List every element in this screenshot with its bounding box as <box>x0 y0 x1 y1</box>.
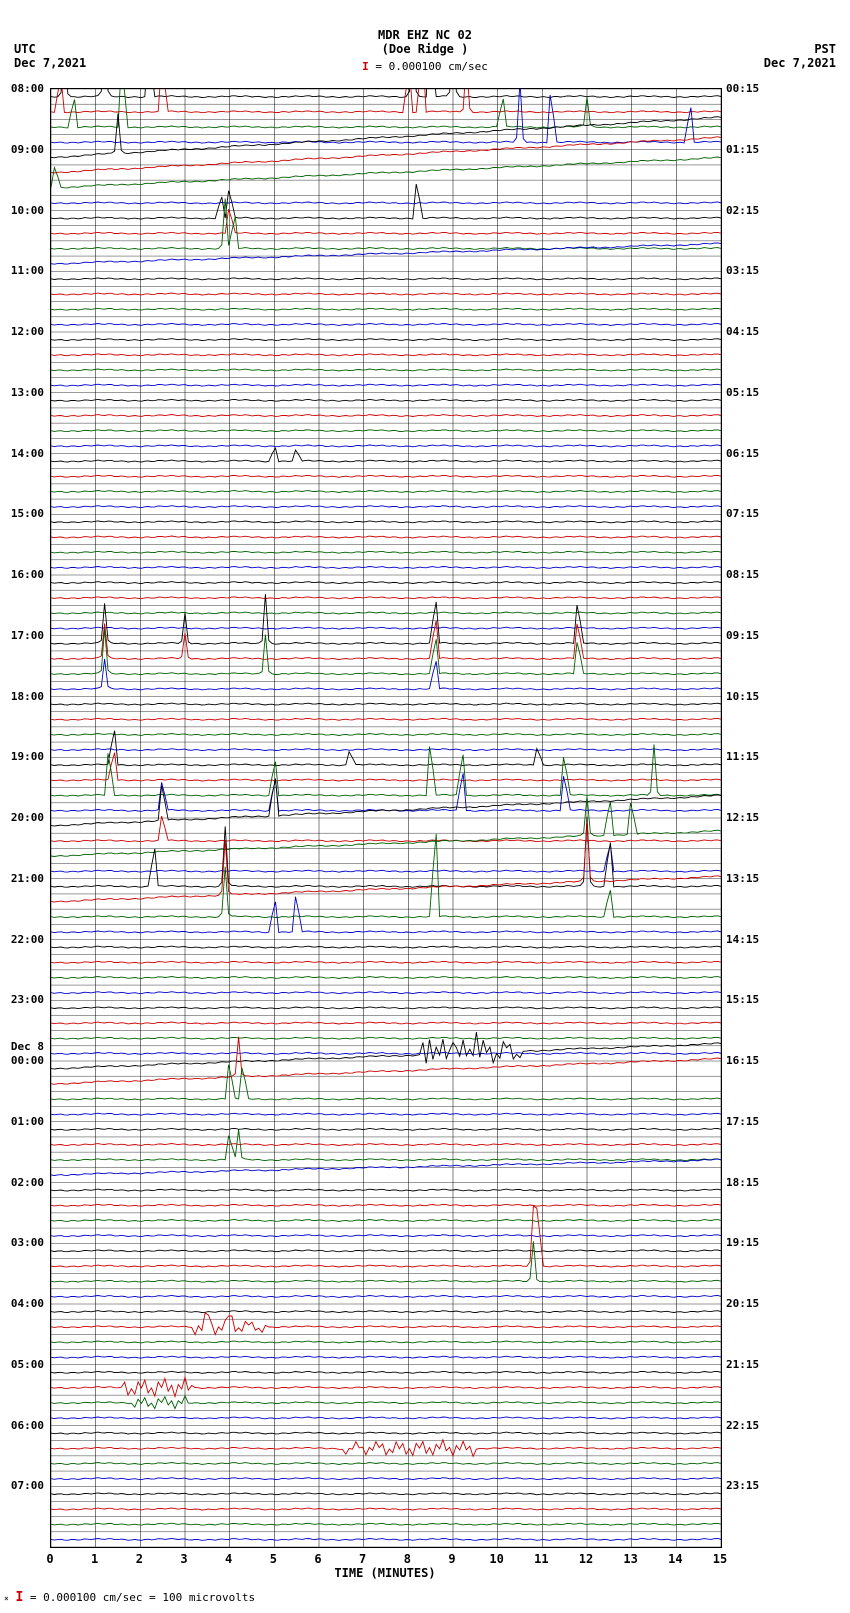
x-axis-title: TIME (MINUTES) <box>50 1566 720 1580</box>
pst-label: 09:15 <box>726 629 806 642</box>
plot-svg <box>51 89 721 1547</box>
utc-label: 02:00 <box>0 1176 44 1189</box>
station-location: (Doe Ridge ) <box>0 42 850 56</box>
tz-right-label: PST <box>814 42 836 56</box>
utc-label: 17:00 <box>0 629 44 642</box>
pst-label: 07:15 <box>726 507 806 520</box>
x-tick: 1 <box>85 1552 105 1566</box>
pst-label: 12:15 <box>726 811 806 824</box>
utc-label: 18:00 <box>0 690 44 703</box>
utc-label: 22:00 <box>0 933 44 946</box>
utc-label: 00:00 <box>0 1054 44 1067</box>
x-tick: 7 <box>353 1552 373 1566</box>
date-right-label: Dec 7,2021 <box>764 56 836 70</box>
x-tick: 0 <box>40 1552 60 1566</box>
x-tick: 5 <box>263 1552 283 1566</box>
utc-label: 07:00 <box>0 1479 44 1492</box>
pst-label: 06:15 <box>726 447 806 460</box>
x-tick: 6 <box>308 1552 328 1566</box>
date-left-label: Dec 7,2021 <box>14 56 86 70</box>
pst-label: 04:15 <box>726 325 806 338</box>
x-tick: 11 <box>531 1552 551 1566</box>
pst-label: 15:15 <box>726 993 806 1006</box>
x-tick: 13 <box>621 1552 641 1566</box>
pst-label: 18:15 <box>726 1176 806 1189</box>
pst-label: 08:15 <box>726 568 806 581</box>
pst-label: 03:15 <box>726 264 806 277</box>
utc-label: 06:00 <box>0 1419 44 1432</box>
x-tick: 8 <box>397 1552 417 1566</box>
scale-bar: I = 0.000100 cm/sec <box>0 60 850 73</box>
utc-label: 10:00 <box>0 204 44 217</box>
utc-label: 14:00 <box>0 447 44 460</box>
pst-label: 11:15 <box>726 750 806 763</box>
utc-label: 08:00 <box>0 82 44 95</box>
station-title: MDR EHZ NC 02 <box>0 28 850 42</box>
utc-label: 01:00 <box>0 1115 44 1128</box>
pst-label: 19:15 <box>726 1236 806 1249</box>
footer-scale: × I = 0.000100 cm/sec = 100 microvolts <box>4 1590 255 1605</box>
utc-label: 05:00 <box>0 1358 44 1371</box>
pst-label: 16:15 <box>726 1054 806 1067</box>
utc-label: 21:00 <box>0 872 44 885</box>
utc-label: 12:00 <box>0 325 44 338</box>
pst-label: 00:15 <box>726 82 806 95</box>
pst-label: 20:15 <box>726 1297 806 1310</box>
utc-label: 04:00 <box>0 1297 44 1310</box>
utc-label: 19:00 <box>0 750 44 763</box>
utc-label: 23:00 <box>0 993 44 1006</box>
utc-label: 11:00 <box>0 264 44 277</box>
utc-label: 03:00 <box>0 1236 44 1249</box>
utc-label: 09:00 <box>0 143 44 156</box>
tz-left-label: UTC <box>14 42 36 56</box>
pst-label: 13:15 <box>726 872 806 885</box>
pst-label: 23:15 <box>726 1479 806 1492</box>
x-tick: 15 <box>710 1552 730 1566</box>
pst-label: 10:15 <box>726 690 806 703</box>
pst-label: 05:15 <box>726 386 806 399</box>
x-tick: 4 <box>219 1552 239 1566</box>
day-break-label: Dec 8 <box>0 1040 44 1053</box>
pst-label: 14:15 <box>726 933 806 946</box>
pst-label: 17:15 <box>726 1115 806 1128</box>
x-tick: 12 <box>576 1552 596 1566</box>
pst-label: 02:15 <box>726 204 806 217</box>
footer-text: = 0.000100 cm/sec = 100 microvolts <box>30 1591 255 1604</box>
seismogram-plot <box>50 88 722 1548</box>
x-tick: 14 <box>665 1552 685 1566</box>
scale-text: = 0.000100 cm/sec <box>375 60 488 73</box>
pst-label: 01:15 <box>726 143 806 156</box>
x-tick: 2 <box>129 1552 149 1566</box>
utc-label: 15:00 <box>0 507 44 520</box>
x-tick: 9 <box>442 1552 462 1566</box>
pst-label: 22:15 <box>726 1419 806 1432</box>
utc-label: 13:00 <box>0 386 44 399</box>
x-tick: 3 <box>174 1552 194 1566</box>
utc-label: 16:00 <box>0 568 44 581</box>
seismogram-page: MDR EHZ NC 02 (Doe Ridge ) I = 0.000100 … <box>0 0 850 1613</box>
utc-label: 20:00 <box>0 811 44 824</box>
pst-label: 21:15 <box>726 1358 806 1371</box>
x-tick: 10 <box>487 1552 507 1566</box>
